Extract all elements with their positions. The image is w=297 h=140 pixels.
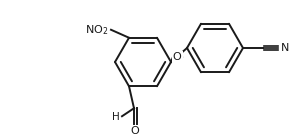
Text: H: H (112, 112, 120, 122)
Text: NO$_2$: NO$_2$ (85, 23, 108, 37)
Text: O: O (173, 52, 181, 62)
Text: O: O (131, 126, 139, 136)
Text: N: N (281, 43, 289, 53)
